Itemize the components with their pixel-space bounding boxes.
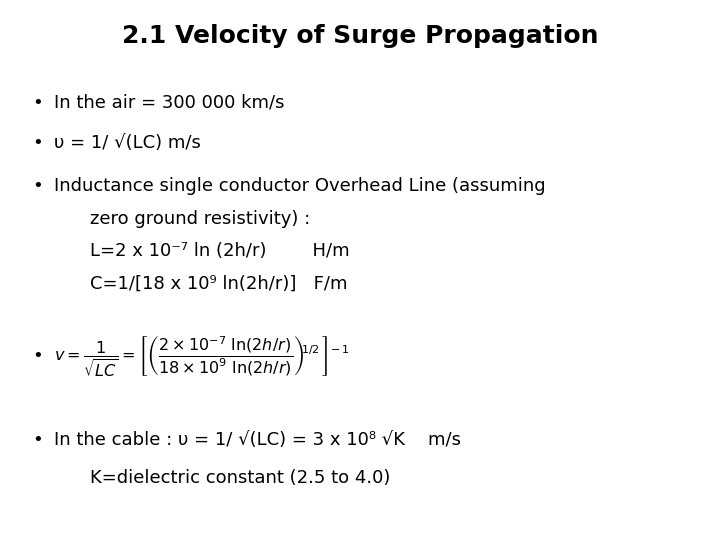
Text: •: • — [32, 93, 43, 112]
Text: In the air = 300 000 km/s: In the air = 300 000 km/s — [54, 93, 284, 112]
Text: •: • — [32, 431, 43, 449]
Text: L=2 x 10⁻⁷ ln (2h/r)        H/m: L=2 x 10⁻⁷ ln (2h/r) H/m — [90, 242, 350, 260]
Text: zero ground resistivity) :: zero ground resistivity) : — [90, 210, 310, 228]
Text: •: • — [32, 177, 43, 195]
Text: •: • — [32, 134, 43, 152]
Text: K=dielectric constant (2.5 to 4.0): K=dielectric constant (2.5 to 4.0) — [90, 469, 390, 487]
Text: υ = 1/ √(LC) m/s: υ = 1/ √(LC) m/s — [54, 134, 201, 152]
Text: Inductance single conductor Overhead Line (assuming: Inductance single conductor Overhead Lin… — [54, 177, 546, 195]
Text: $v = \dfrac{1}{\sqrt{LC}} = \left[\left(\dfrac{2\times10^{-7}\ \ln(2h/r)}{18\tim: $v = \dfrac{1}{\sqrt{LC}} = \left[\left(… — [54, 334, 350, 379]
Text: In the cable : υ = 1/ √(LC) = 3 x 10⁸ √K    m/s: In the cable : υ = 1/ √(LC) = 3 x 10⁸ √K… — [54, 431, 461, 449]
Text: 2.1 Velocity of Surge Propagation: 2.1 Velocity of Surge Propagation — [122, 24, 598, 48]
Text: C=1/[18 x 10⁹ ln(2h/r)]   F/m: C=1/[18 x 10⁹ ln(2h/r)] F/m — [90, 274, 348, 293]
Text: •: • — [32, 347, 43, 366]
